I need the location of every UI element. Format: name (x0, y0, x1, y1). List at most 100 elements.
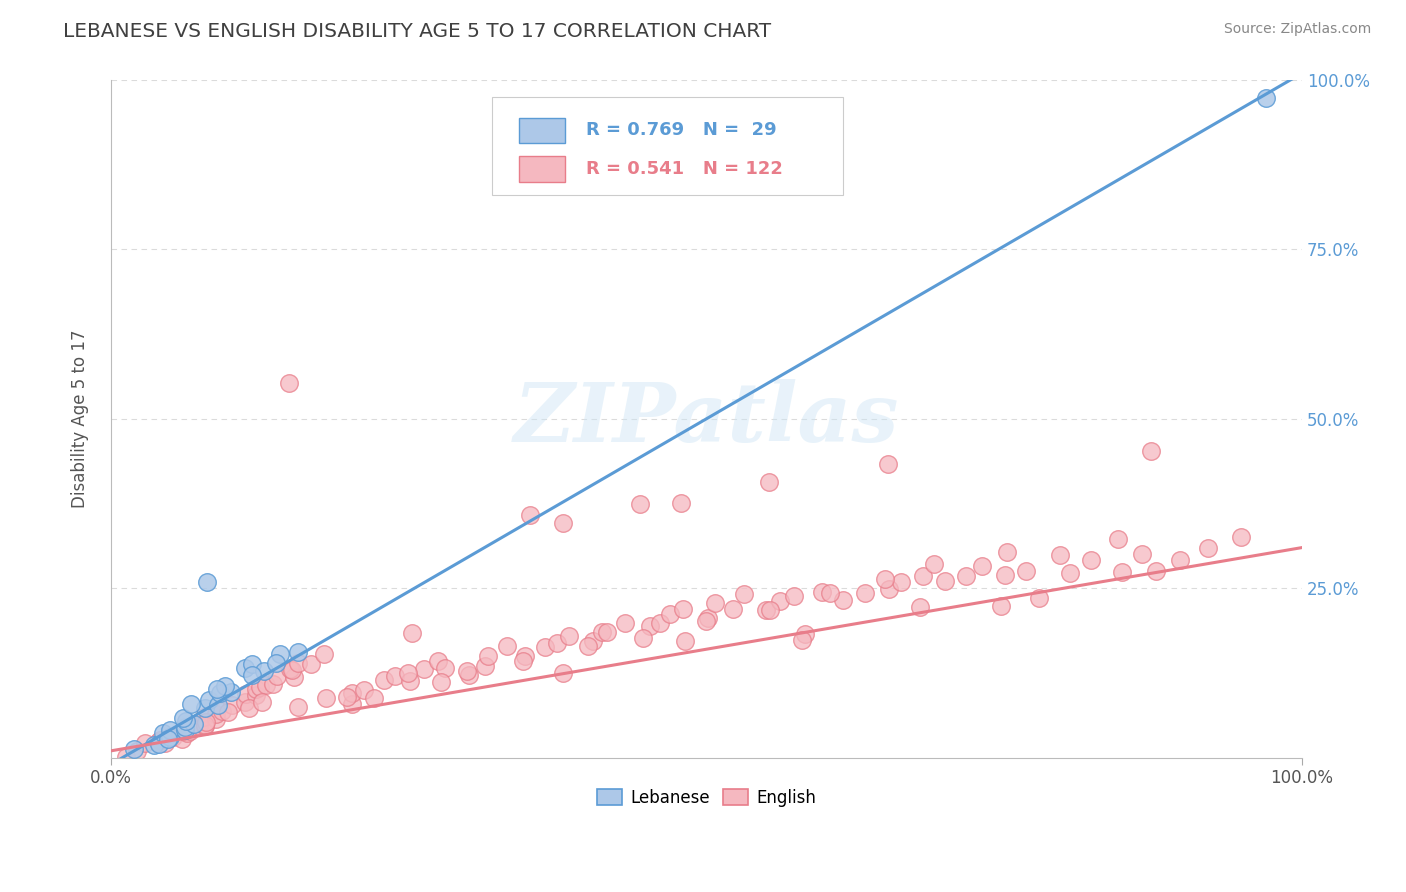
Point (253, 664, 276, 678)
Point (114, 750, 136, 764)
Point (170, 732, 193, 747)
Point (211, 704, 233, 718)
Point (283, 670, 305, 684)
Point (673, 634, 696, 648)
Point (1080, 553, 1102, 567)
Point (240, 657, 263, 672)
Point (672, 602, 695, 616)
Point (183, 717, 205, 731)
Point (759, 603, 782, 617)
Point (373, 673, 395, 688)
Point (155, 736, 177, 750)
Point (142, 738, 165, 752)
Point (1144, 564, 1167, 578)
Point (631, 632, 654, 646)
Point (233, 695, 256, 709)
Point (204, 706, 226, 721)
Point (769, 593, 792, 607)
Point (1028, 591, 1050, 606)
Point (696, 611, 718, 625)
Text: R = 0.769   N =  29: R = 0.769 N = 29 (586, 121, 776, 139)
Point (695, 614, 717, 628)
Point (174, 720, 197, 734)
Point (1229, 530, 1251, 544)
FancyBboxPatch shape (492, 97, 844, 195)
Point (242, 668, 264, 682)
Point (877, 582, 900, 596)
Point (922, 558, 945, 572)
Point (890, 574, 912, 589)
Point (336, 690, 359, 704)
Point (877, 457, 900, 471)
Point (194, 719, 217, 733)
Point (519, 508, 541, 522)
Point (281, 663, 304, 677)
Point (287, 645, 309, 659)
Point (172, 724, 194, 739)
Point (159, 730, 181, 744)
Point (250, 695, 273, 709)
Point (811, 585, 834, 599)
Point (172, 710, 194, 724)
Point (912, 568, 935, 582)
Point (458, 668, 481, 682)
Point (754, 603, 776, 617)
Point (315, 691, 337, 706)
Point (721, 601, 744, 615)
FancyBboxPatch shape (519, 118, 565, 144)
Point (176, 725, 198, 739)
Point (578, 639, 600, 653)
Point (207, 682, 229, 697)
Point (278, 662, 301, 676)
Point (955, 569, 977, 583)
Point (208, 686, 231, 700)
Point (990, 599, 1012, 613)
Point (534, 640, 557, 654)
Point (972, 559, 994, 574)
Point (384, 668, 406, 682)
Point (558, 629, 581, 643)
Point (194, 701, 217, 715)
Point (353, 683, 375, 698)
Point (853, 586, 876, 600)
Point (474, 659, 496, 673)
Point (245, 688, 267, 702)
Point (194, 715, 217, 730)
Point (314, 648, 336, 662)
Point (1140, 444, 1163, 458)
Point (174, 714, 197, 729)
Point (264, 656, 287, 670)
Point (277, 376, 299, 390)
Point (1198, 541, 1220, 555)
Point (628, 497, 651, 511)
Point (287, 657, 309, 671)
Point (553, 666, 575, 681)
Point (180, 697, 202, 711)
Point (426, 654, 449, 668)
Point (152, 726, 174, 740)
Point (1014, 564, 1036, 578)
Point (156, 732, 179, 747)
Point (546, 636, 568, 650)
Point (188, 718, 211, 732)
Point (342, 697, 364, 711)
Point (249, 680, 271, 694)
Point (994, 568, 1017, 582)
Point (591, 624, 613, 639)
Point (238, 700, 260, 714)
Point (831, 592, 853, 607)
Point (363, 690, 385, 705)
Point (214, 679, 236, 693)
Point (263, 677, 285, 691)
Point (149, 732, 172, 747)
Point (159, 723, 181, 737)
Point (582, 634, 605, 648)
Point (217, 705, 239, 719)
Point (245, 681, 267, 696)
Point (1111, 565, 1133, 579)
Point (553, 516, 575, 530)
Point (340, 685, 363, 699)
Point (269, 647, 291, 661)
Point (1168, 553, 1191, 567)
Point (703, 596, 725, 610)
